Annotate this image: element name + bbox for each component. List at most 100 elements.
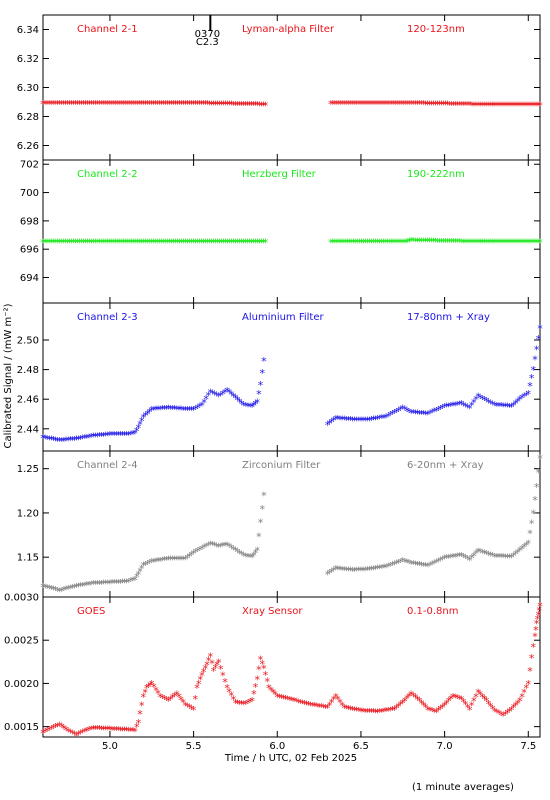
data-point: *	[377, 562, 383, 575]
data-point: *	[494, 551, 500, 564]
data-point: *	[153, 404, 159, 417]
data-point: *	[97, 98, 103, 111]
data-point: *	[207, 237, 213, 250]
data-point: *	[121, 237, 127, 250]
data-point: *	[444, 697, 450, 710]
data-point: *	[153, 555, 159, 568]
data-point: *	[135, 237, 141, 250]
data-point: *	[404, 98, 410, 111]
data-point: *	[413, 407, 419, 420]
data-point: *	[387, 704, 393, 717]
data-point: *	[363, 237, 369, 250]
panel-band-label: 120-123nm	[407, 24, 465, 35]
data-point: *	[529, 99, 535, 112]
data-point: *	[57, 719, 63, 732]
data-point: *	[113, 98, 119, 111]
data-point: *	[161, 98, 167, 111]
data-point: *	[118, 429, 124, 442]
data-point: *	[199, 400, 205, 413]
data-point: *	[417, 559, 423, 572]
data-point: *	[408, 558, 414, 571]
data-point: *	[113, 724, 119, 737]
data-point: *	[467, 554, 473, 567]
data-point: *	[182, 700, 188, 713]
data-point: *	[259, 237, 265, 250]
data-point: *	[355, 237, 361, 250]
data-point: *	[346, 414, 352, 427]
data-point: *	[461, 696, 467, 709]
data-point: *	[95, 430, 101, 443]
data-point: *	[93, 723, 99, 736]
data-point: *	[386, 98, 392, 111]
data-point: *	[407, 236, 413, 249]
data-point: *	[79, 98, 85, 111]
data-point: *	[220, 669, 226, 682]
data-point: *	[183, 98, 189, 111]
data-point: *	[44, 98, 50, 111]
data-point: *	[475, 237, 481, 250]
data-point: *	[215, 98, 221, 111]
data-point: *	[224, 539, 230, 552]
data-point: *	[498, 551, 504, 564]
data-point: *	[134, 425, 140, 438]
data-point: *	[480, 691, 486, 704]
data-point: *	[93, 237, 99, 250]
data-point: *	[229, 99, 235, 112]
data-point: *	[499, 237, 505, 250]
data-point: *	[515, 396, 521, 409]
data-point: *	[488, 549, 494, 562]
data-point: *	[385, 237, 391, 250]
data-point: *	[237, 547, 243, 560]
data-point: *	[216, 656, 222, 669]
data-point: *	[511, 237, 517, 250]
data-point: *	[167, 237, 173, 250]
data-point: *	[103, 578, 109, 591]
data-point: *	[406, 690, 412, 703]
data-point: *	[519, 392, 525, 405]
data-point: *	[249, 99, 255, 112]
data-point: *	[357, 237, 363, 250]
data-point: *	[419, 408, 425, 421]
data-point: *	[207, 98, 213, 111]
data-point: *	[241, 99, 247, 112]
data-point: *	[231, 543, 237, 556]
data-point: *	[237, 396, 243, 409]
data-point: *	[382, 98, 388, 111]
data-point: *	[443, 99, 449, 112]
data-point: *	[191, 98, 197, 111]
data-point: *	[221, 99, 227, 112]
data-point: *	[461, 99, 467, 112]
data-point: *	[54, 237, 60, 250]
data-point: *	[253, 398, 259, 411]
data-point: *	[50, 237, 56, 250]
data-point: *	[120, 577, 126, 590]
data-point: *	[172, 403, 178, 416]
data-point: *	[223, 237, 229, 250]
data-point: *	[321, 701, 327, 714]
data-point: *	[477, 392, 483, 405]
data-point: *	[201, 396, 207, 409]
data-point: *	[82, 432, 88, 445]
data-point: *	[268, 684, 274, 697]
x-tick-label: 6.0	[269, 741, 285, 752]
data-point: *	[375, 706, 381, 719]
data-point: *	[42, 98, 48, 111]
data-point: *	[449, 236, 455, 249]
data-point: *	[332, 98, 338, 111]
data-point: *	[400, 98, 406, 111]
data-point: *	[337, 413, 343, 426]
data-point: *	[75, 98, 81, 111]
data-point: *	[350, 414, 356, 427]
data-point: *	[59, 721, 65, 734]
data-point: *	[67, 727, 73, 740]
data-point: *	[451, 99, 457, 112]
data-point: *	[435, 99, 441, 112]
data-point: *	[163, 98, 169, 111]
data-point: *	[329, 697, 335, 710]
data-point: *	[208, 538, 214, 551]
data-point: *	[245, 237, 251, 250]
data-point: *	[498, 400, 504, 413]
data-point: *	[390, 98, 396, 111]
data-point: *	[431, 236, 437, 249]
data-point: *	[452, 551, 458, 564]
